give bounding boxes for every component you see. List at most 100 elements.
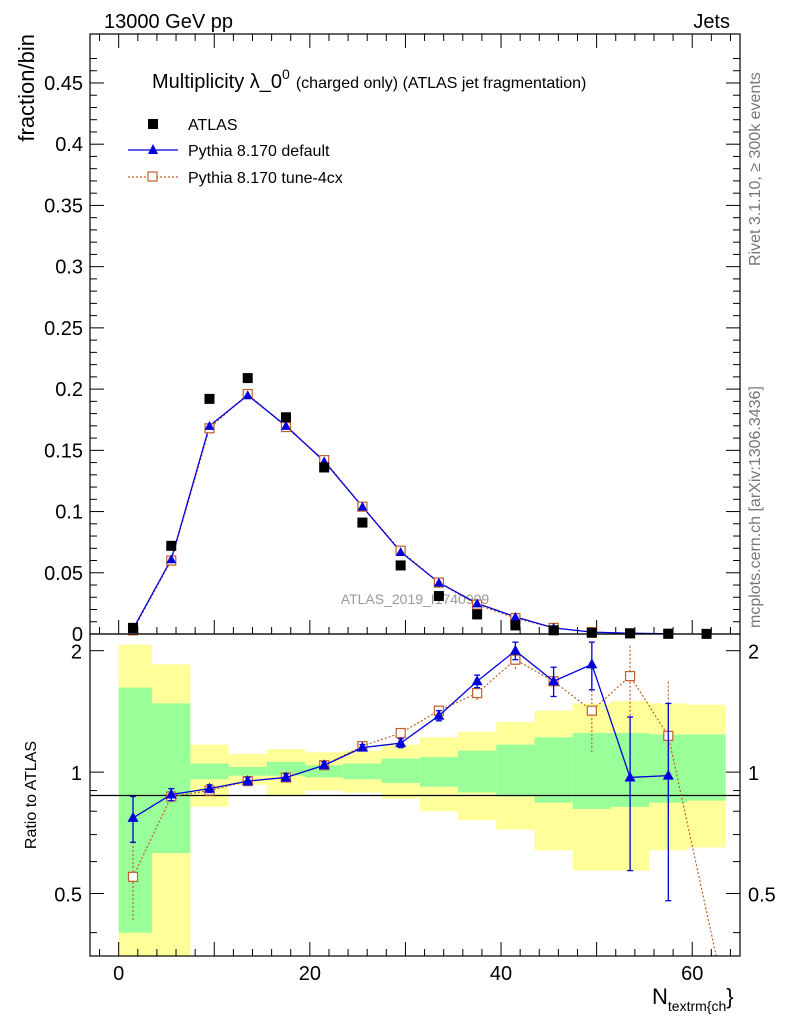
legend: ATLAS Pythia 8.170 default Pythia 8.170 … [128,117,343,187]
atlas-point [472,609,483,620]
atlas-point [166,540,177,551]
x-tick-label: 40 [490,963,512,985]
ratio-default-point [433,709,445,720]
legend-tune-marker [147,171,158,182]
ratio-band-green [118,687,153,933]
ratio-band-green [381,758,420,783]
ratio-band-green [228,766,267,776]
ratio-default-point [471,675,483,686]
atlas-point [510,620,521,631]
ratio-y-tick-label: 0.5 [54,885,82,907]
ratio-band-green [687,734,726,801]
ratio-y-tick-label: 1 [71,763,82,785]
atlas-point [242,373,253,384]
atlas-point [586,627,597,638]
ratio-series [127,641,717,956]
ratio-default-point [318,759,330,770]
ratio-default-point [203,782,215,793]
ratio-tune-4cx-point [586,705,597,716]
x-axis-label-tail: } [726,984,733,1009]
chart-title: Multiplicity λ_00 (charged only) (ATLAS j… [152,66,586,93]
ratio-default-point [662,769,674,780]
atlas-point [204,393,215,404]
default-point [280,420,291,430]
ratio-band-green [266,761,306,776]
ratio-uncertainty-bands [118,644,726,956]
chart-title-sub: (charged only) (ATLAS jet fragmentation) [296,75,587,92]
y-tick-label: 0.35 [44,195,83,217]
default-point [395,546,406,556]
legend-default-label: Pythia 8.170 default [188,143,330,160]
default-point [433,577,444,587]
atlas-point [625,628,636,639]
ratio-tune-4cx-point [472,687,483,699]
default-point [510,611,521,621]
x-axis-label-sub: textrm{ch [668,998,726,1014]
ratio-default-point [242,775,254,786]
ratio-default-point [586,658,598,669]
header-left: 13000 GeV pp [104,11,233,33]
atlas-point [319,462,330,473]
ratio-y-tick-label-right: 1 [748,763,759,785]
y-tick-label: 0.2 [55,379,83,401]
y-tick-label: 0.4 [55,134,83,156]
x-axis-label-main: N [652,984,668,1009]
ratio-y-tick-label: 2 [71,642,82,664]
ratio-band-green [572,733,611,810]
ratio-band-green [419,757,459,787]
ratio-y-tick-label-right: 2 [748,642,759,664]
ratio-default-point [356,741,368,752]
y-tick-label: 0.3 [55,257,83,279]
default-point [204,420,215,430]
ratio-default-point [624,771,636,782]
ratio-band-green [458,750,497,793]
x-tick-label: 60 [681,963,703,985]
atlas-point [128,622,139,633]
header-right: Jets [693,11,730,33]
default-point [242,390,253,400]
chart-title-main: Multiplicity λ_0 [152,71,282,93]
ratio-default-point [395,737,407,748]
ratio-band-green [343,763,382,780]
y-tick-label: 0.1 [55,502,83,524]
ratio-band-green [496,744,535,797]
ratio-default-point [165,788,177,799]
ratio-default-point [509,644,521,655]
ratio-y-axis-label: Ratio to ATLAS [23,741,40,849]
ratio-default-point [127,811,139,822]
ratio-band-green [152,703,191,854]
ratio-band-green [190,763,229,780]
mcplots-label: mcplots.cern.ch [arXiv:1306.3436] [747,386,764,628]
legend-tune-label: Pythia 8.170 tune-4cx [188,170,343,187]
atlas-point [433,591,444,602]
atlas-point [548,625,559,636]
x-tick-label: 0 [113,963,124,985]
default-point [357,501,368,511]
y-tick-label: 0.25 [44,318,83,340]
ratio-band-green [534,737,573,803]
x-tick-label: 20 [299,963,321,985]
atlas-point [357,517,368,528]
ratio-tune-4cx-point [395,727,406,739]
default-point [166,554,177,564]
rivet-label: Rivet 3.1.10, ≥ 300k events [747,72,764,266]
ratio-default-point [280,771,292,782]
ratio-tune-4cx-point [127,871,139,882]
y-tick-label: 0 [72,624,83,646]
atlas-point [280,412,291,423]
default-point [472,598,483,608]
y-tick-label: 0.05 [44,563,83,585]
chart-title-sup: 0 [282,66,290,82]
ratio-y-tick-label-right: 0.5 [748,885,776,907]
ratio-default-point [548,675,560,686]
y-tick-label: 0.15 [44,440,83,462]
ratio-plot-frame [89,633,741,957]
x-axis-label: Ntextrm{ch} [652,984,734,1014]
legend-atlas-label: ATLAS [188,117,238,134]
analysis-watermark: ATLAS_2019_I1740909 [341,591,490,607]
y-tick-label: 0.45 [44,73,83,95]
ratio-tune-4cx-point [624,670,636,682]
y-axis-label: fraction/bin [14,34,39,142]
legend-atlas-marker [148,119,158,129]
